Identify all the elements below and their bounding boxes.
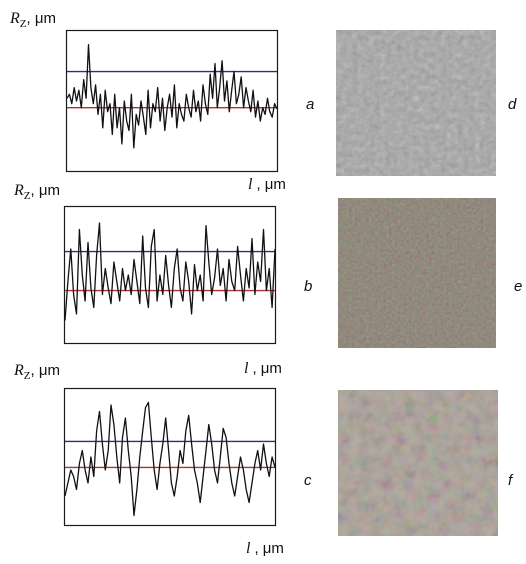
roughness-profile-line xyxy=(66,44,278,149)
roughness-profile-line xyxy=(64,401,276,517)
panel-letter-d: d xyxy=(508,96,517,113)
plot-frame xyxy=(65,29,279,173)
panel-letter-b: b xyxy=(304,278,313,295)
roughness-profile-line xyxy=(64,222,276,321)
xlabel-b: l , μm xyxy=(244,360,282,377)
micrograph-e xyxy=(338,198,496,348)
panel-letter-e: e xyxy=(514,278,523,295)
profile-chart-a xyxy=(65,29,279,173)
profile-chart-c xyxy=(63,387,277,527)
panel-letter-a: a xyxy=(306,96,315,113)
ylabel-b: RZ, μm xyxy=(14,182,60,203)
micrograph-d xyxy=(336,30,496,176)
profile-chart-b xyxy=(63,205,277,345)
xlabel-c: l , μm xyxy=(246,540,284,557)
ylabel-c: RZ, μm xyxy=(14,362,60,383)
plot-frame xyxy=(63,387,277,527)
ylabel-a: RZ, μm xyxy=(10,10,56,31)
xlabel-a: l , μm xyxy=(248,176,286,193)
micrograph-f xyxy=(338,390,498,536)
panel-letter-f: f xyxy=(508,472,513,489)
panel-letter-c: c xyxy=(304,472,312,489)
